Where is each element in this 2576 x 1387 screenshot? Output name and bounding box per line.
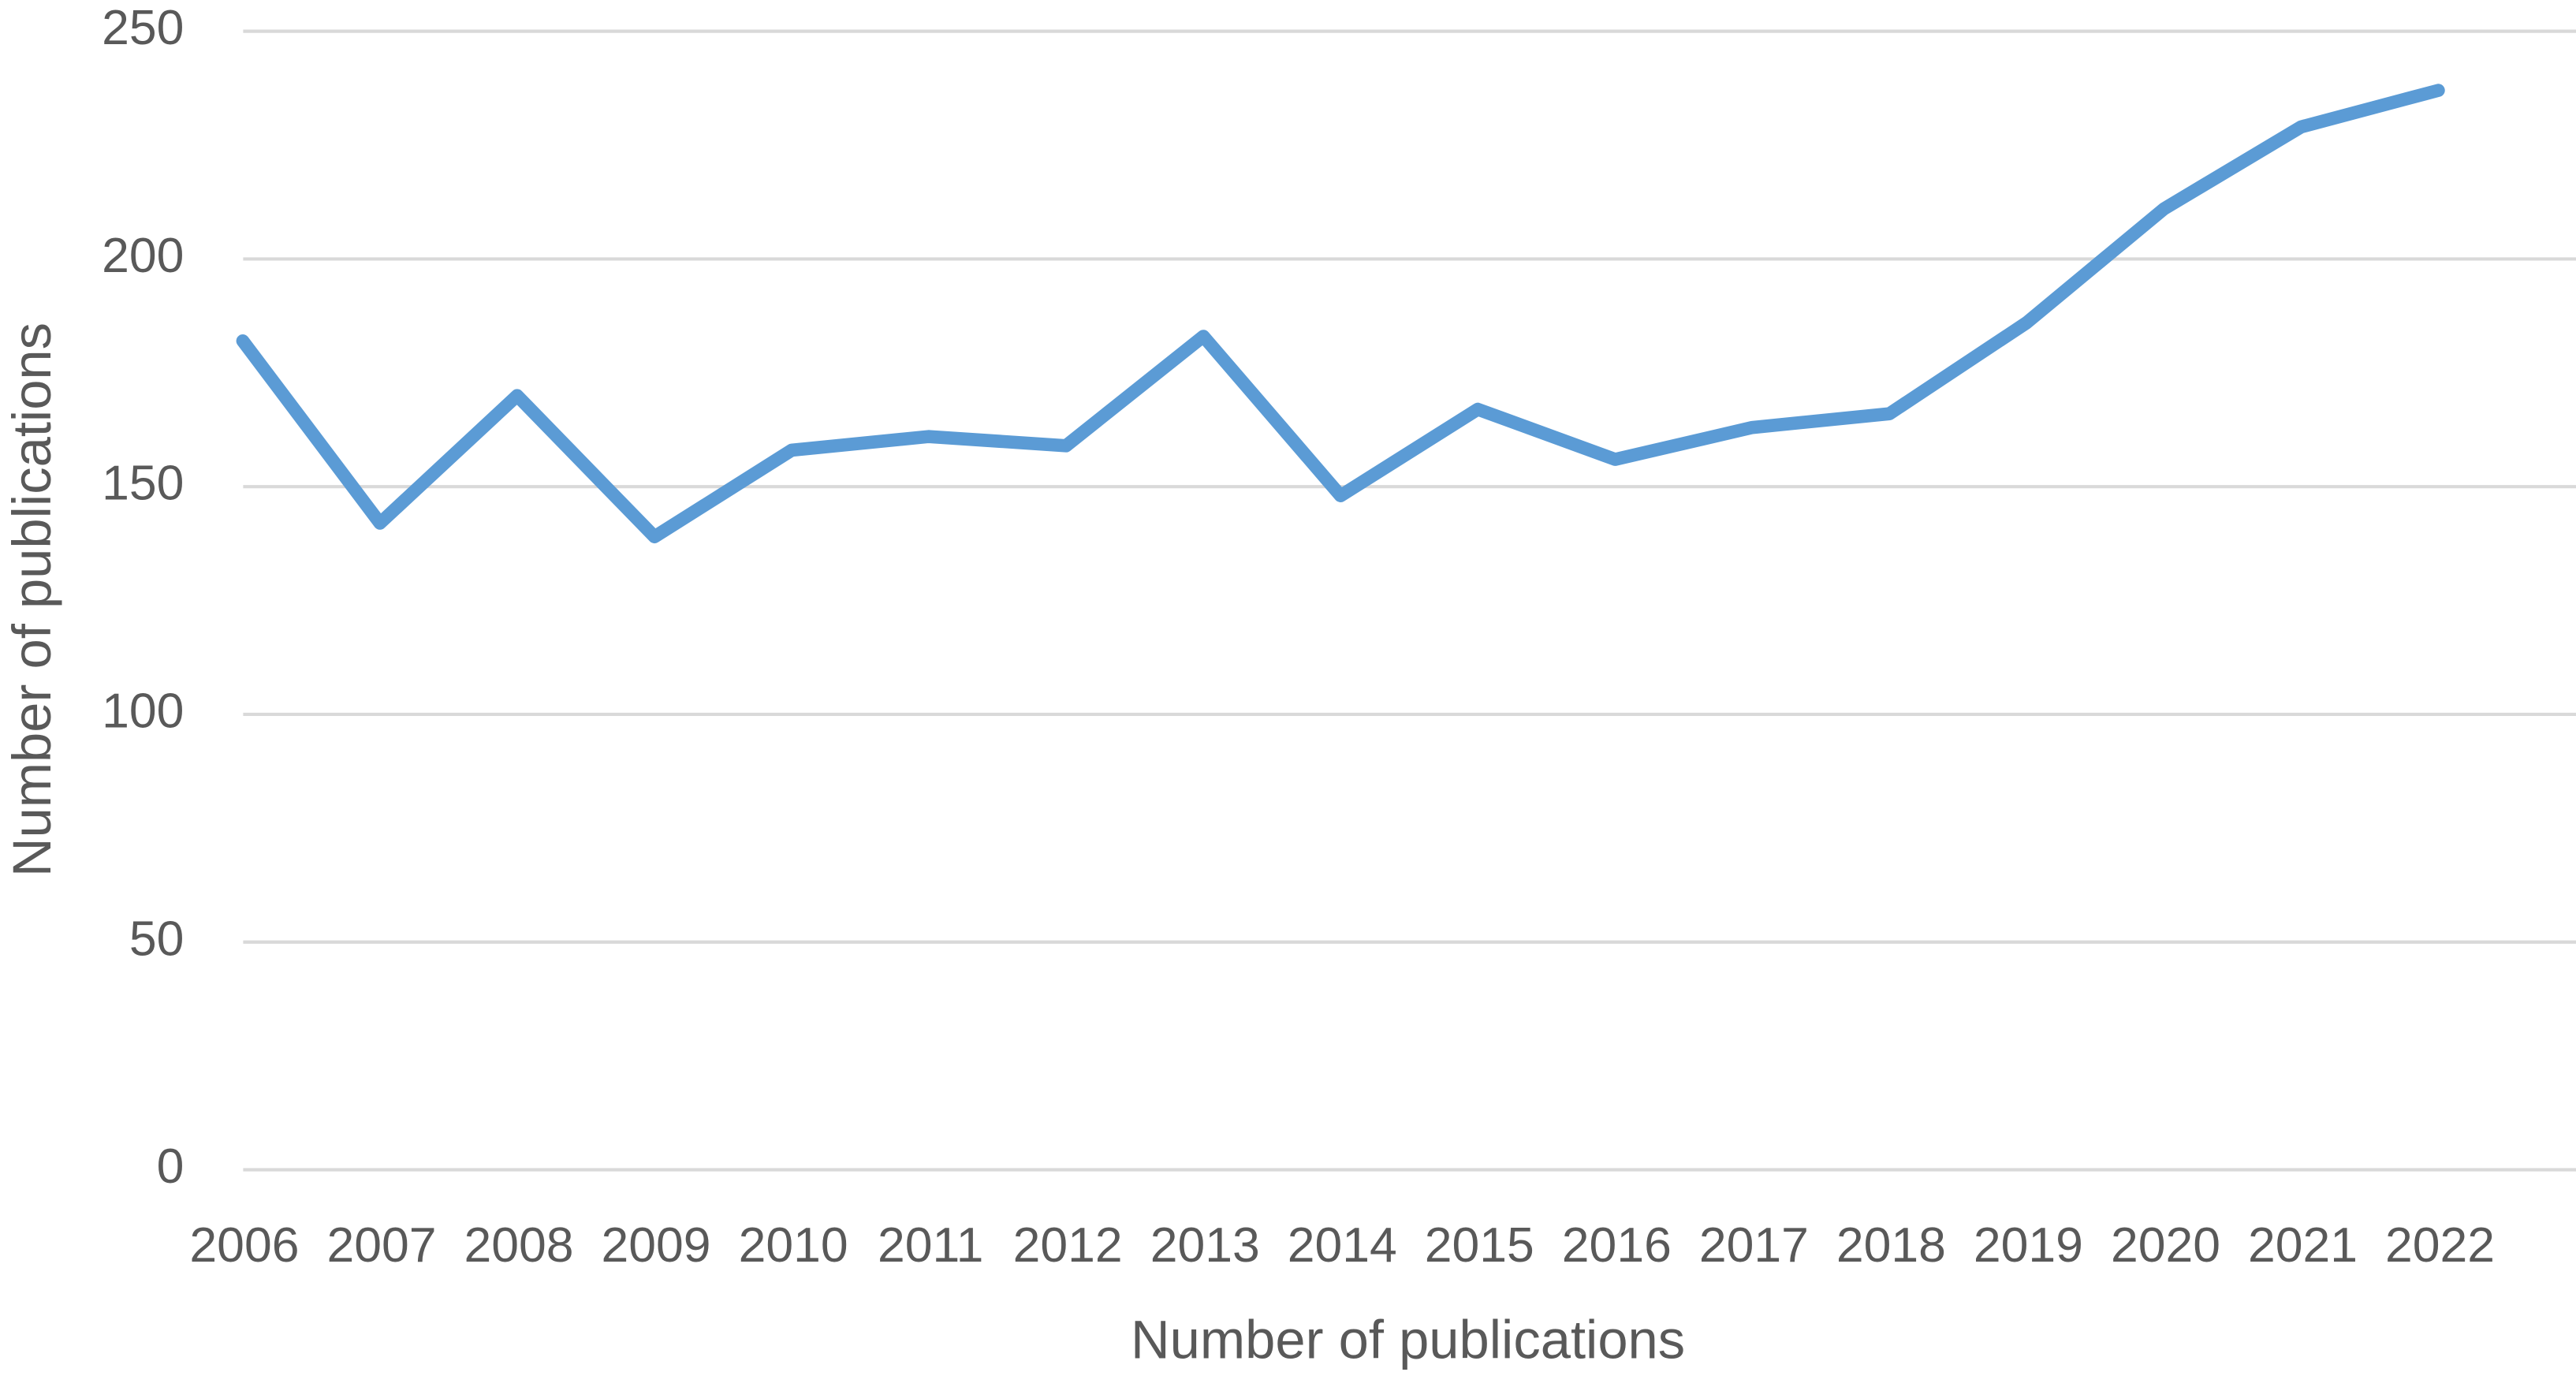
y-tick-label: 150 <box>102 456 184 511</box>
x-tick-label: 2012 <box>1013 1217 1123 1273</box>
x-tick-label: 2019 <box>1974 1217 2083 1273</box>
data-line <box>236 84 2445 544</box>
y-tick-label: 0 <box>157 1139 185 1194</box>
x-tick-label: 2013 <box>1150 1217 1260 1273</box>
y-axis-title: Number of publications <box>2 323 62 877</box>
x-tick-label: 2007 <box>326 1217 436 1273</box>
x-tick-label: 2016 <box>1562 1217 1672 1273</box>
y-tick-label: 200 <box>102 228 184 283</box>
x-axis-title: Number of publications <box>1131 1310 1685 1370</box>
y-tick-label: 250 <box>102 0 184 55</box>
x-tick-label: 2015 <box>1425 1217 1534 1273</box>
x-tick-label: 2018 <box>1836 1217 1946 1273</box>
x-tick-label: 2017 <box>1699 1217 1809 1273</box>
x-tick-label: 2006 <box>189 1217 299 1273</box>
y-tick-label: 50 <box>129 911 185 966</box>
x-tick-label: 2008 <box>464 1217 574 1273</box>
y-tick-label: 100 <box>102 683 184 738</box>
x-tick-label: 2010 <box>739 1217 848 1273</box>
x-tick-label: 2011 <box>878 1217 983 1273</box>
x-tick-label: 2009 <box>602 1217 711 1273</box>
x-tick-label: 2020 <box>2111 1217 2220 1273</box>
x-tick-label: 2021 <box>2248 1217 2358 1273</box>
x-tick-label: 2014 <box>1288 1217 1397 1273</box>
x-tick-label: 2022 <box>2385 1217 2495 1273</box>
